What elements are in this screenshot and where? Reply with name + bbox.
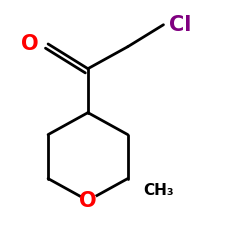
Text: O: O xyxy=(22,34,39,54)
Text: CH₃: CH₃ xyxy=(143,184,174,198)
Text: O: O xyxy=(79,190,97,210)
Text: Cl: Cl xyxy=(169,15,191,35)
